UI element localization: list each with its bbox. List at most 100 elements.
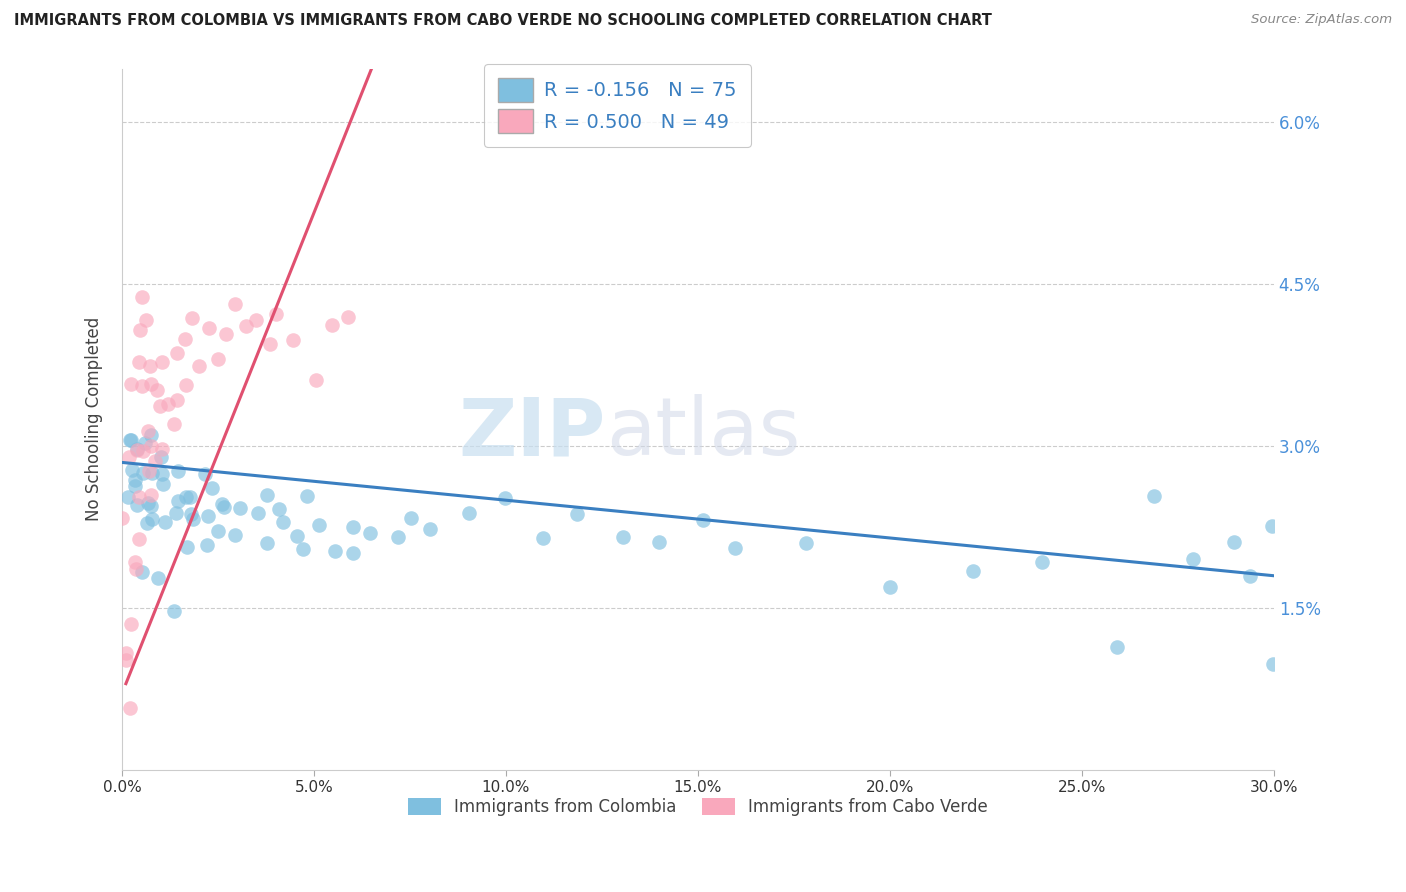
Text: Source: ZipAtlas.com: Source: ZipAtlas.com bbox=[1251, 13, 1392, 27]
Point bbox=[207, 524, 229, 538]
Point bbox=[131, 565, 153, 579]
Point bbox=[264, 307, 287, 321]
Point bbox=[167, 464, 190, 478]
Point bbox=[1223, 535, 1246, 549]
Point bbox=[111, 511, 134, 525]
Point bbox=[387, 530, 409, 544]
Point bbox=[283, 333, 305, 347]
Point bbox=[359, 526, 381, 541]
Point bbox=[131, 379, 153, 393]
Point bbox=[156, 396, 179, 410]
Point bbox=[337, 310, 360, 324]
Point bbox=[256, 536, 278, 550]
Point bbox=[118, 701, 141, 715]
Point bbox=[148, 571, 170, 585]
Point bbox=[163, 604, 186, 618]
Point bbox=[342, 520, 364, 534]
Point bbox=[323, 543, 346, 558]
Point bbox=[207, 351, 229, 366]
Point bbox=[457, 507, 479, 521]
Text: ZIP: ZIP bbox=[458, 394, 606, 472]
Point bbox=[139, 488, 162, 502]
Point bbox=[224, 528, 246, 542]
Point bbox=[567, 507, 589, 521]
Point bbox=[139, 359, 162, 374]
Point bbox=[146, 384, 169, 398]
Point bbox=[131, 290, 153, 304]
Point bbox=[794, 535, 817, 549]
Point bbox=[271, 515, 294, 529]
Point bbox=[1105, 640, 1128, 654]
Point bbox=[399, 510, 422, 524]
Point bbox=[256, 488, 278, 502]
Point bbox=[128, 355, 150, 369]
Point bbox=[118, 450, 141, 464]
Point bbox=[879, 580, 901, 594]
Point bbox=[321, 318, 343, 332]
Point bbox=[139, 439, 162, 453]
Legend: Immigrants from Colombia, Immigrants from Cabo Verde: Immigrants from Colombia, Immigrants fro… bbox=[399, 790, 997, 825]
Point bbox=[197, 508, 219, 523]
Point bbox=[139, 428, 162, 442]
Point bbox=[235, 318, 257, 333]
Point bbox=[245, 313, 267, 327]
Point bbox=[297, 489, 319, 503]
Point bbox=[201, 481, 224, 495]
Point bbox=[121, 463, 143, 477]
Point bbox=[1261, 519, 1284, 533]
Point bbox=[128, 322, 150, 336]
Point bbox=[138, 464, 160, 478]
Point bbox=[141, 376, 163, 391]
Point bbox=[124, 473, 146, 487]
Point bbox=[165, 506, 187, 520]
Point bbox=[267, 502, 290, 516]
Point bbox=[139, 500, 162, 514]
Point bbox=[143, 454, 166, 468]
Point bbox=[308, 518, 330, 533]
Point bbox=[150, 355, 173, 369]
Text: atlas: atlas bbox=[606, 394, 800, 472]
Point bbox=[124, 479, 146, 493]
Point bbox=[167, 493, 190, 508]
Y-axis label: No Schooling Completed: No Schooling Completed bbox=[86, 318, 103, 522]
Point bbox=[224, 297, 246, 311]
Point bbox=[174, 490, 197, 504]
Point bbox=[176, 377, 198, 392]
Point bbox=[124, 555, 146, 569]
Point bbox=[149, 450, 172, 464]
Point bbox=[120, 433, 142, 447]
Point bbox=[141, 512, 163, 526]
Point bbox=[1031, 555, 1053, 569]
Point bbox=[173, 332, 195, 346]
Point bbox=[612, 530, 634, 544]
Point bbox=[152, 476, 174, 491]
Point bbox=[247, 506, 270, 520]
Point bbox=[152, 442, 174, 456]
Point bbox=[188, 359, 211, 373]
Point bbox=[495, 491, 517, 505]
Point bbox=[292, 541, 315, 556]
Point bbox=[166, 393, 188, 408]
Point bbox=[166, 345, 188, 359]
Point bbox=[176, 541, 198, 555]
Point bbox=[120, 376, 142, 391]
Point bbox=[724, 541, 747, 556]
Point bbox=[131, 466, 153, 480]
Point bbox=[127, 442, 149, 457]
Point bbox=[692, 513, 714, 527]
Point bbox=[531, 531, 554, 545]
Point bbox=[962, 564, 984, 578]
Point bbox=[136, 424, 159, 438]
Point bbox=[155, 516, 177, 530]
Point bbox=[285, 529, 308, 543]
Point bbox=[1261, 657, 1284, 672]
Point bbox=[128, 490, 150, 504]
Point bbox=[1182, 551, 1205, 566]
Point bbox=[211, 497, 233, 511]
Point bbox=[149, 399, 172, 413]
Point bbox=[180, 311, 202, 326]
Point bbox=[132, 444, 155, 458]
Point bbox=[229, 501, 252, 516]
Point bbox=[305, 373, 328, 387]
Text: IMMIGRANTS FROM COLOMBIA VS IMMIGRANTS FROM CABO VERDE NO SCHOOLING COMPLETED CO: IMMIGRANTS FROM COLOMBIA VS IMMIGRANTS F… bbox=[14, 13, 993, 29]
